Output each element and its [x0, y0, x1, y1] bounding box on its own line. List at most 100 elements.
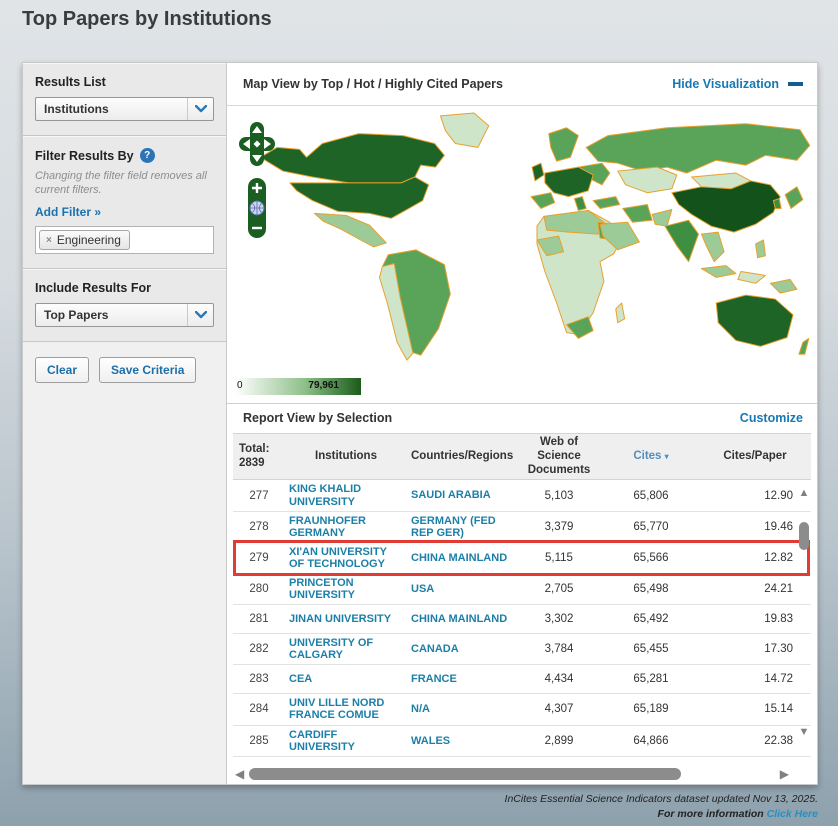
vertical-scrollbar-thumb[interactable] [799, 522, 809, 550]
row-country-link[interactable]: FRANCE [407, 673, 515, 685]
main-panel: Map View by Top / Hot / Highly Cited Pap… [226, 62, 818, 785]
row-cites: 65,455 [603, 643, 699, 655]
scroll-up-icon[interactable]: ▲ [797, 488, 811, 499]
map-region-canada[interactable] [260, 134, 444, 183]
map-region-japan[interactable] [785, 187, 803, 209]
map-region-italy[interactable] [574, 197, 586, 211]
hide-visualization-link[interactable]: Hide Visualization [672, 77, 803, 91]
map-region-australia[interactable] [716, 295, 793, 346]
map-controls [239, 122, 279, 244]
row-institution-link[interactable]: PRINCETON UNIVERSITY [285, 577, 407, 601]
map-region-turkey[interactable] [593, 197, 620, 209]
row-institution-link[interactable]: CARDIFF UNIVERSITY [285, 729, 407, 753]
map-region-kazakhstan[interactable] [618, 167, 677, 193]
map-view-title: Map View by Top / Hot / Highly Cited Pap… [243, 77, 503, 91]
add-filter-link[interactable]: Add Filter » [35, 205, 101, 219]
map-region-philippines[interactable] [756, 240, 766, 258]
row-institution-link[interactable]: UNIVERSITY OF CALGARY [285, 637, 407, 661]
scroll-down-icon[interactable]: ▼ [797, 727, 811, 738]
row-wos-documents: 3,784 [515, 643, 603, 655]
table-row[interactable]: 281 JINAN UNIVERSITY CHINA MAINLAND 3,30… [233, 605, 811, 634]
save-criteria-button[interactable]: Save Criteria [99, 357, 196, 383]
row-wos-documents: 5,103 [515, 490, 603, 502]
report-header: Report View by Selection Customize [227, 404, 817, 433]
row-institution-link[interactable]: UNIV LILLE NORD FRANCE COMUE [285, 697, 407, 721]
map-region-india[interactable] [665, 220, 698, 261]
row-cites-per-paper: 14.72 [699, 673, 811, 685]
vertical-scrollbar[interactable]: ▲ ▼ [797, 488, 811, 754]
map-region-malaysia[interactable] [701, 266, 735, 278]
map-color-scale: 0 79,961 [235, 378, 361, 395]
table-row[interactable]: 284 UNIV LILLE NORD FRANCE COMUE N/A 4,3… [233, 694, 811, 725]
column-header-cites-per-paper[interactable]: Cites/Paper [699, 448, 811, 466]
table-row[interactable]: 279 XI'AN UNIVERSITY OF TECHNOLOGY CHINA… [233, 543, 811, 574]
clear-button[interactable]: Clear [35, 357, 89, 383]
map-region-greenland[interactable] [440, 113, 488, 147]
map-region-new-zealand[interactable] [799, 339, 809, 355]
column-header-countries[interactable]: Countries/Regions [407, 448, 515, 466]
report-view-title: Report View by Selection [243, 411, 392, 425]
table-row[interactable]: 278 FRAUNHOFER GERMANY GERMANY (FED REP … [233, 512, 811, 543]
sidebar: Results List Institutions Filter Results… [22, 62, 226, 785]
filter-tag-box: × Engineering [35, 226, 214, 255]
map-region-mexico[interactable] [314, 213, 386, 246]
map-region-iran[interactable] [623, 205, 653, 223]
map-region-uk[interactable] [532, 163, 544, 181]
map-region-scandinavia[interactable] [549, 128, 579, 161]
dataset-updated-text: InCites Essential Science Indicators dat… [505, 792, 818, 807]
table-row[interactable]: 282 UNIVERSITY OF CALGARY CANADA 3,784 6… [233, 634, 811, 665]
map-region-west-europe[interactable] [545, 167, 593, 197]
help-icon[interactable]: ? [140, 148, 155, 163]
world-choropleth-map[interactable] [255, 110, 817, 368]
row-country-link[interactable]: SAUDI ARABIA [407, 489, 515, 501]
column-header-cites-sorted[interactable]: Cites ▾ [603, 448, 699, 466]
map-region-southeast-asia[interactable] [701, 232, 724, 262]
map-region-madagascar[interactable] [616, 303, 625, 323]
map-region-iberia[interactable] [531, 193, 555, 209]
column-header-institutions[interactable]: Institutions [285, 448, 407, 466]
row-country-link[interactable]: WALES [407, 735, 515, 747]
map-region-borneo[interactable] [738, 272, 766, 284]
horizontal-scrollbar-thumb[interactable] [249, 768, 681, 780]
row-rank: 279 [233, 552, 285, 564]
row-institution-link[interactable]: XI'AN UNIVERSITY OF TECHNOLOGY [285, 546, 407, 570]
results-list-dropdown[interactable]: Institutions [35, 97, 214, 121]
content-card: Results List Institutions Filter Results… [22, 62, 818, 785]
row-rank: 282 [233, 643, 285, 655]
click-here-link[interactable]: Click Here [767, 808, 818, 820]
row-institution-link[interactable]: FRAUNHOFER GERMANY [285, 515, 407, 539]
horizontal-scrollbar[interactable]: ◀ ▶ [233, 764, 811, 784]
row-wos-documents: 3,302 [515, 613, 603, 625]
map-region-pakistan[interactable] [652, 210, 672, 227]
include-results-dropdown[interactable]: Top Papers [35, 303, 214, 327]
table-row[interactable]: 280 PRINCETON UNIVERSITY USA 2,705 65,49… [233, 574, 811, 605]
row-institution-link[interactable]: JINAN UNIVERSITY [285, 613, 407, 625]
remove-filter-icon[interactable]: × [46, 235, 52, 246]
map-region-new-guinea[interactable] [770, 279, 797, 293]
column-header-wos-documents[interactable]: Web of Science Documents [515, 434, 603, 479]
row-country-link[interactable]: CHINA MAINLAND [407, 613, 515, 625]
map-pan-control[interactable] [239, 122, 275, 166]
map-region-russia[interactable] [586, 124, 810, 173]
scroll-left-icon[interactable]: ◀ [235, 768, 244, 780]
map-region-usa[interactable] [290, 177, 429, 218]
map-region-korea[interactable] [773, 199, 781, 209]
chevron-down-icon[interactable] [187, 304, 213, 326]
table-row[interactable]: 285 CARDIFF UNIVERSITY WALES 2,899 64,86… [233, 726, 811, 757]
row-wos-documents: 5,115 [515, 552, 603, 564]
table-row[interactable]: 277 KING KHALID UNIVERSITY SAUDI ARABIA … [233, 480, 811, 511]
row-country-link[interactable]: GERMANY (FED REP GER) [407, 515, 515, 539]
row-country-link[interactable]: USA [407, 583, 515, 595]
customize-link[interactable]: Customize [740, 411, 803, 425]
row-country-link[interactable]: CHINA MAINLAND [407, 552, 515, 564]
row-country-link[interactable]: N/A [407, 703, 515, 715]
row-country-link[interactable]: CANADA [407, 643, 515, 655]
chevron-down-icon[interactable] [187, 98, 213, 120]
map-zoom-control[interactable] [247, 177, 267, 239]
filter-tag[interactable]: × Engineering [39, 230, 130, 250]
table-row[interactable]: 283 CEA FRANCE 4,434 65,281 14.72 [233, 665, 811, 694]
results-list-section: Results List Institutions [23, 63, 226, 136]
scroll-right-icon[interactable]: ▶ [780, 768, 789, 780]
row-institution-link[interactable]: CEA [285, 673, 407, 685]
row-institution-link[interactable]: KING KHALID UNIVERSITY [285, 483, 407, 507]
